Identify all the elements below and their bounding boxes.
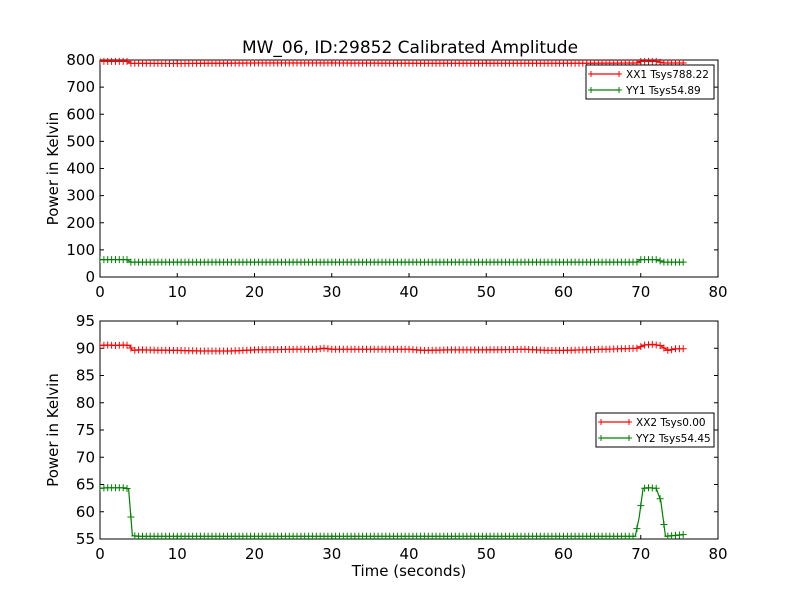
legend-entry-label: YY2 Tsys54.45 (635, 433, 711, 445)
x-tick-label: 20 (245, 283, 264, 301)
y-tick-label: 600 (66, 105, 95, 123)
legend-entry-label: YY1 Tsys54.89 (625, 85, 701, 97)
x-tick-label: 80 (708, 545, 727, 563)
y-tick-label: 500 (66, 132, 95, 150)
legend-entry-label: XX2 Tsys0.00 (636, 417, 706, 429)
series-group (100, 57, 687, 266)
y-tick-label: 200 (66, 214, 95, 232)
legend-box (585, 64, 715, 100)
legend: XX2 Tsys0.00 YY2 Tsys54.45 (595, 412, 715, 448)
series-markers-2 (100, 256, 687, 266)
x-tick-label: 50 (477, 545, 496, 563)
legend-swatch-markers (588, 71, 622, 77)
y-tick-label: 800 (66, 51, 95, 69)
x-tick-label: 60 (554, 283, 573, 301)
y-axis-label: Power in Kelvin (44, 373, 62, 487)
y-tick-label: 300 (66, 187, 95, 205)
y-tick-label: 90 (76, 339, 95, 357)
chart-panel-1: 0 10 20 30 40 50 60 70 8001002003004005006007008… (44, 51, 728, 301)
x-tick-label: 30 (322, 545, 341, 563)
x-tick-label: 70 (631, 545, 650, 563)
series-markers-2 (100, 484, 687, 540)
x-tick-label: 50 (477, 283, 496, 301)
y-axis-label: Power in Kelvin (44, 112, 62, 226)
y-tick-label: 60 (76, 503, 95, 521)
x-tick-label: 0 (95, 283, 105, 301)
legend-swatch-markers (598, 419, 632, 425)
y-tick-label: 55 (76, 530, 95, 548)
x-axis-label: Time (seconds) (351, 562, 467, 580)
legend-box (595, 412, 715, 448)
legend: XX1 Tsys788.22 YY1 Tsys54.89 (585, 64, 715, 100)
x-tick-label: 40 (399, 545, 418, 563)
y-tick-label: 65 (76, 476, 95, 494)
y-tick-label: 100 (66, 241, 95, 259)
panels: 0 10 20 30 40 50 60 70 8001002003004005006007008… (44, 51, 728, 580)
y-tick-label: 400 (66, 160, 95, 178)
y-tick-label: 700 (66, 78, 95, 96)
y-tick-label: 0 (85, 268, 95, 286)
series-group (100, 340, 687, 540)
x-tick-label: 10 (168, 545, 187, 563)
y-tick-label: 95 (76, 312, 95, 330)
legend-entry-label: XX1 Tsys788.22 (626, 69, 709, 81)
chart-panel-2: 0 10 20 30 40 50 60 70 80 55 60 65 70 75 80 85 90 95 Power… (44, 312, 728, 580)
x-tick-label: 30 (322, 283, 341, 301)
x-tick-label: 80 (708, 283, 727, 301)
series-markers-1 (100, 57, 687, 67)
figure-title: MW_06, ID:29852 Calibrated Amplitude (242, 38, 578, 58)
x-tick-label: 0 (95, 545, 105, 563)
x-tick-label: 60 (554, 545, 573, 563)
y-tick-label: 70 (76, 448, 95, 466)
legend-swatch-markers (588, 87, 622, 93)
y-tick-label: 75 (76, 421, 95, 439)
x-tick-label: 20 (245, 545, 264, 563)
legend-swatch-markers (598, 435, 632, 441)
y-tick-label: 80 (76, 394, 95, 412)
series-markers-1 (100, 340, 687, 355)
x-tick-label: 10 (168, 283, 187, 301)
x-tick-label: 70 (631, 283, 650, 301)
x-tick-label: 40 (399, 283, 418, 301)
y-tick-label: 85 (76, 367, 95, 385)
